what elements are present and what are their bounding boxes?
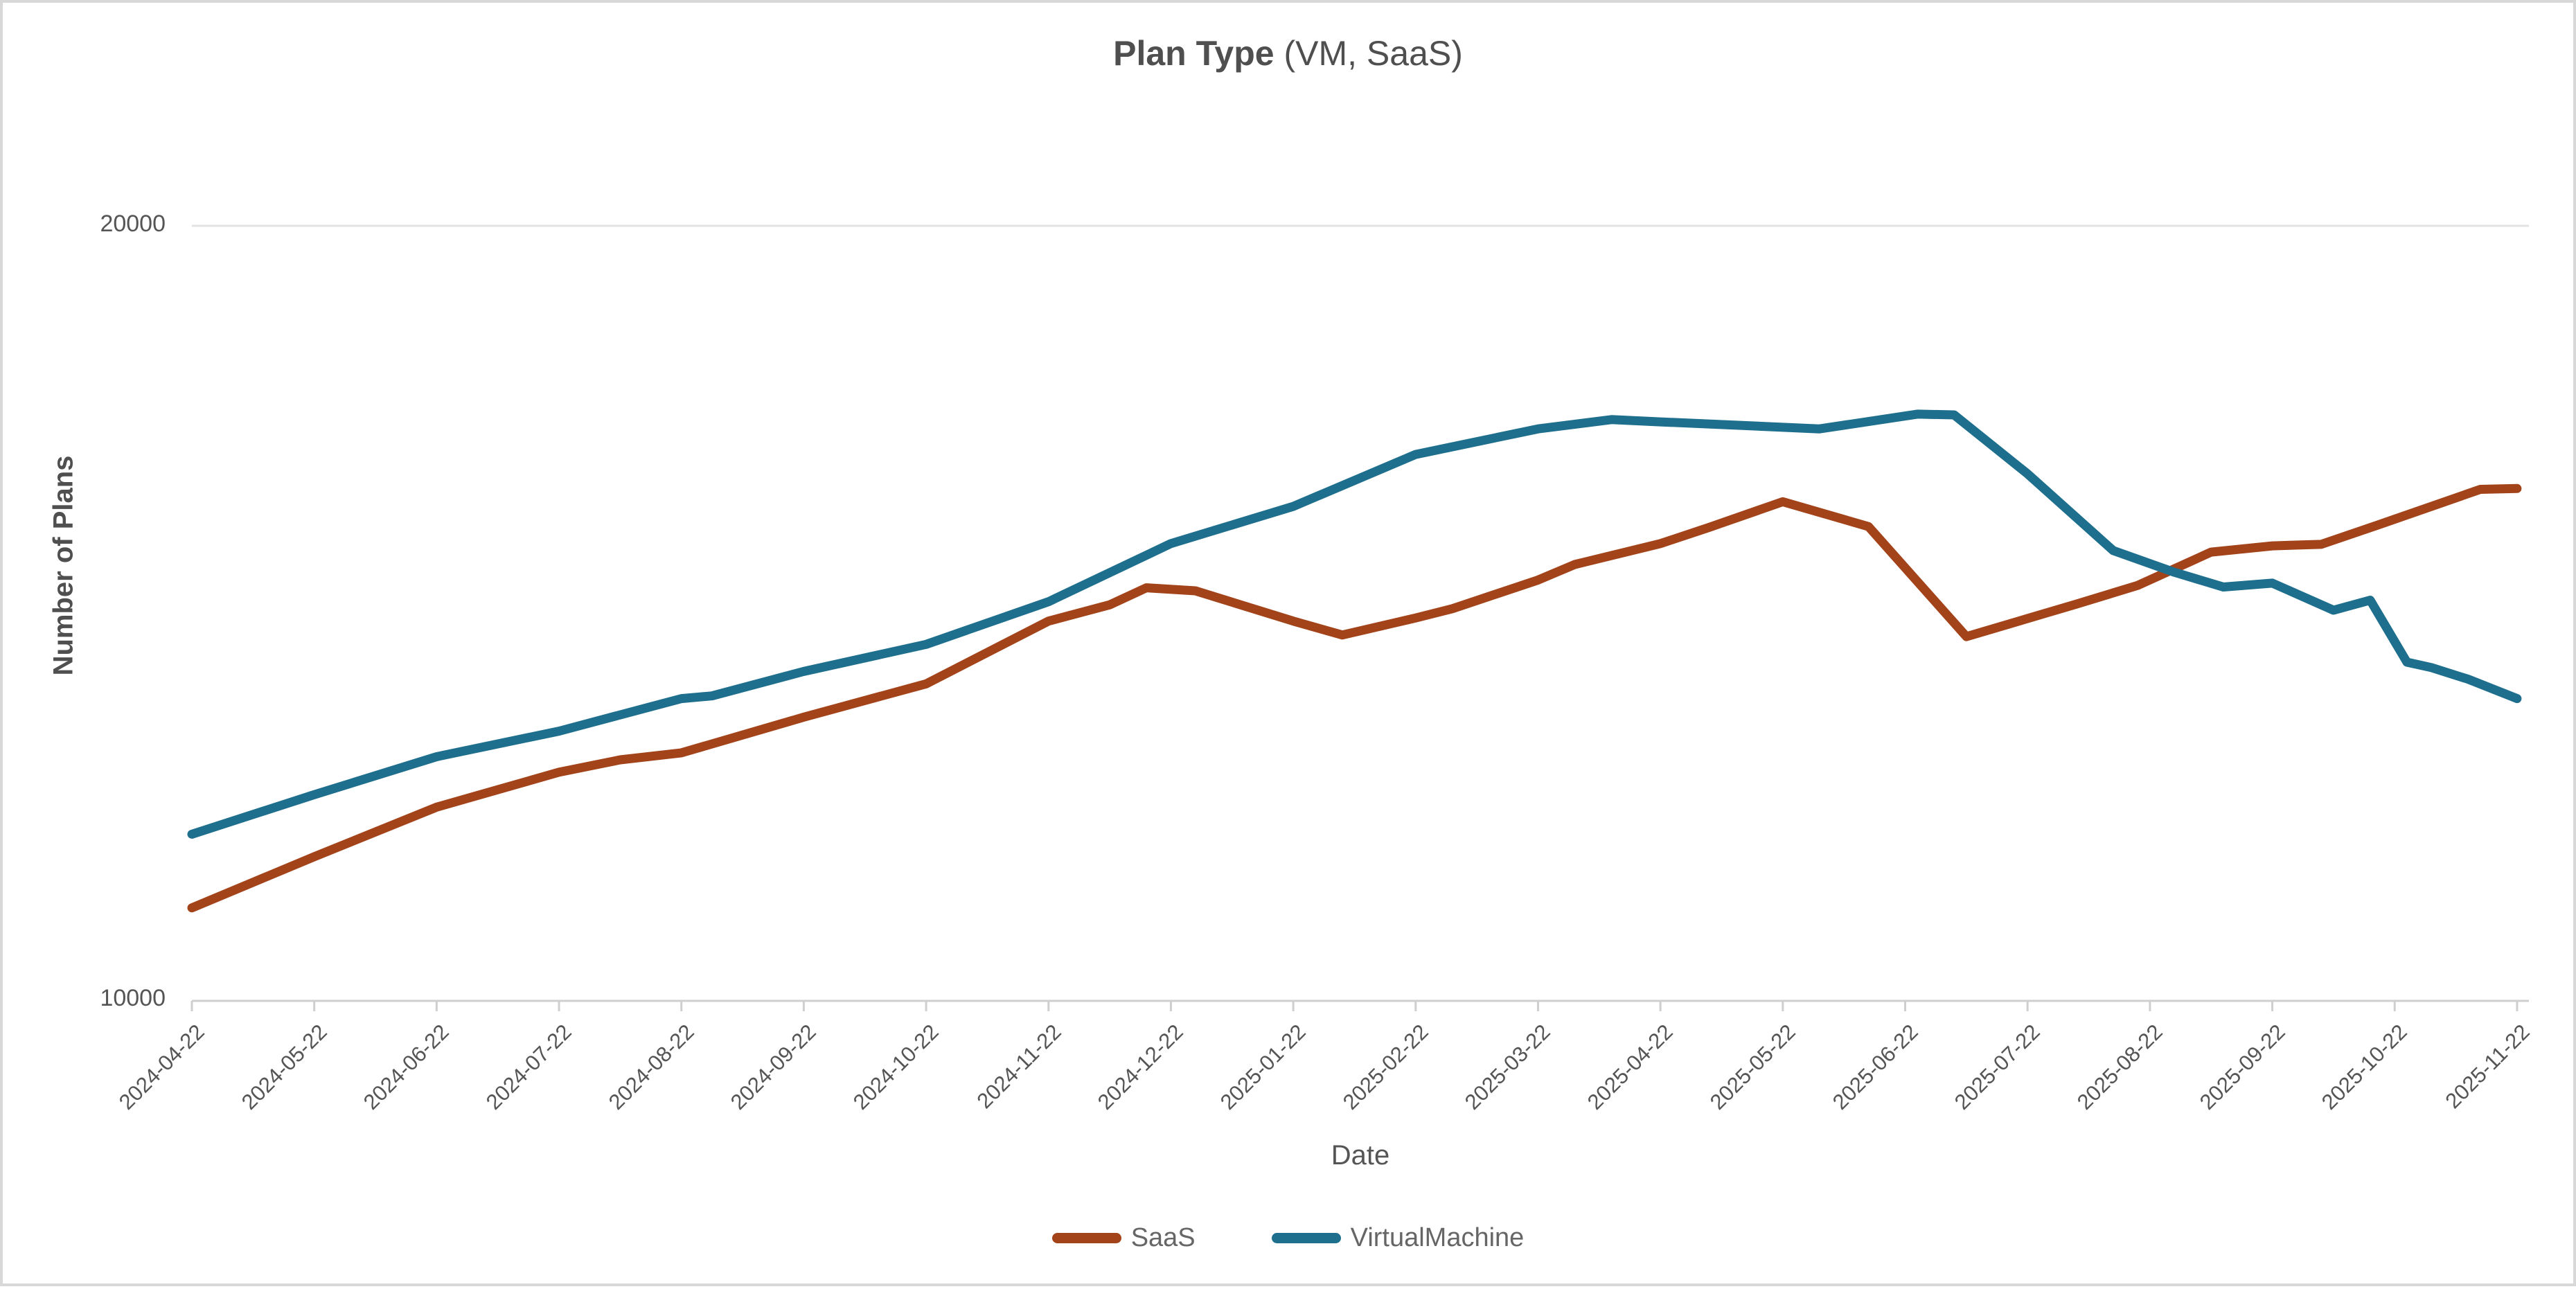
legend-item-virtualmachine: VirtualMachine: [1271, 1223, 1525, 1253]
chart-title-main: Plan Type: [1113, 34, 1274, 73]
y-tick-label-20000: 20000: [100, 211, 166, 237]
legend-label-virtualmachine: VirtualMachine: [1350, 1223, 1525, 1252]
chart-title-sub: (VM, SaaS): [1274, 34, 1463, 73]
x-axis-title: Date: [1331, 1140, 1390, 1171]
legend: SaaS VirtualMachine: [3, 1223, 2573, 1253]
legend-item-saas: SaaS: [1051, 1223, 1196, 1253]
chart-title: Plan Type (VM, SaaS): [3, 33, 2573, 73]
y-tick-label-10000: 10000: [100, 985, 166, 1011]
series-line-saas: [187, 483, 2522, 913]
legend-swatch-virtualmachine: [1271, 1233, 1341, 1243]
series-line-virtualmachine: [187, 409, 2522, 839]
plot-area: [187, 224, 2529, 1011]
legend-label-saas: SaaS: [1130, 1223, 1196, 1252]
legend-swatch-saas: [1051, 1233, 1121, 1243]
y-axis-title: Number of Plans: [48, 455, 79, 676]
